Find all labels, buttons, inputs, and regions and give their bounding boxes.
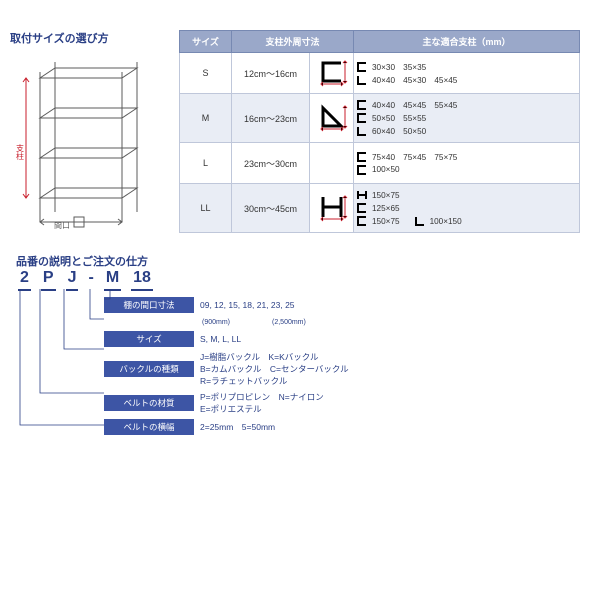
shelf-illustration: 支柱 間口 bbox=[10, 54, 155, 229]
code-digit: - bbox=[88, 269, 93, 291]
code-digit: 18 bbox=[131, 269, 153, 291]
code-label-text: P=ポリプロピレン N=ナイロン E=ポリエステル bbox=[200, 391, 324, 415]
cell-size: L bbox=[180, 143, 232, 184]
cell-size: S bbox=[180, 53, 232, 94]
cell-size: M bbox=[180, 94, 232, 143]
code-label-text: J=樹脂バックル K=Kバックル B=カムバックル C=センターバックル R=ラ… bbox=[200, 351, 349, 387]
th-size: サイズ bbox=[180, 31, 232, 53]
code-label-box: サイズ bbox=[104, 331, 194, 347]
code-label-box: バックルの種類 bbox=[104, 361, 194, 377]
cell-spec: 75×40 75×45 75×75100×50 bbox=[354, 143, 580, 184]
th-spec: 主な適合支柱（mm） bbox=[354, 31, 580, 53]
code-label-sub: (900mm) (2,500mm) bbox=[202, 317, 598, 327]
code-label-text: 09, 12, 15, 18, 21, 23, 25 bbox=[200, 300, 295, 310]
title-size-guide: 取付サイズの選び方 bbox=[10, 30, 165, 46]
cell-dim: 12cm〜16cm bbox=[232, 53, 310, 94]
table-row: LL30cm〜45cm 150×75125×65150×75100×150 bbox=[180, 184, 580, 233]
cell-dim: 23cm〜30cm bbox=[232, 143, 310, 184]
code-label-box: ベルトの横幅 bbox=[104, 419, 194, 435]
code-digit: 2 bbox=[18, 269, 31, 291]
code-label-box: 棚の間口寸法 bbox=[104, 297, 194, 313]
size-table-header: サイズ 支柱外周寸法 主な適合支柱（mm） bbox=[180, 31, 580, 53]
code-label-box: ベルトの材質 bbox=[104, 395, 194, 411]
th-dim: 支柱外周寸法 bbox=[232, 31, 354, 53]
shelf-label-width: 間口 bbox=[54, 221, 70, 229]
cell-icon bbox=[310, 143, 354, 184]
code-label-row: ベルトの材質 P=ポリプロピレン N=ナイロン E=ポリエステル bbox=[104, 391, 598, 415]
code-label-row: 棚の間口寸法 09, 12, 15, 18, 21, 23, 25 bbox=[104, 297, 598, 313]
code-digits: 2PJ-M 18 bbox=[18, 269, 153, 291]
shelf-label-height: 支柱 bbox=[16, 143, 25, 161]
code-label-row: サイズ S, M, L, LL bbox=[104, 331, 598, 347]
cell-dim: 16cm〜23cm bbox=[232, 94, 310, 143]
cell-icon bbox=[310, 53, 354, 94]
table-row: S12cm〜16cm 30×30 35×3540×40 45×30 45×45 bbox=[180, 53, 580, 94]
cell-spec: 40×40 45×45 55×4550×50 55×5560×40 50×50 bbox=[354, 94, 580, 143]
table-row: L23cm〜30cm 75×40 75×45 75×75100×50 bbox=[180, 143, 580, 184]
code-area: 2PJ-M 18 棚の間口寸法 09, 12, 15, 18, 21, 23, 25… bbox=[18, 269, 598, 439]
code-label-text: 2=25mm 5=50mm bbox=[200, 421, 275, 433]
code-label-row: バックルの種類 J=樹脂バックル K=Kバックル B=カムバックル C=センターバ… bbox=[104, 351, 598, 387]
table-row: M16cm〜23cm 40×40 45×45 55×4550×50 55×5560… bbox=[180, 94, 580, 143]
cell-icon bbox=[310, 184, 354, 233]
code-digit: J bbox=[66, 269, 79, 291]
code-label-row: ベルトの横幅 2=25mm 5=50mm bbox=[104, 419, 598, 435]
cell-dim: 30cm〜45cm bbox=[232, 184, 310, 233]
top-section: 取付サイズの選び方 bbox=[10, 30, 590, 233]
code-digit: P bbox=[41, 269, 56, 291]
code-label-text: S, M, L, LL bbox=[200, 334, 241, 344]
title-part-number: 品番の説明とご注文の仕方 bbox=[16, 256, 148, 268]
size-table: サイズ 支柱外周寸法 主な適合支柱（mm） S12cm〜16cm 30×30 35… bbox=[179, 30, 580, 233]
left-column: 取付サイズの選び方 bbox=[10, 30, 165, 231]
code-digit: M bbox=[104, 269, 121, 291]
labels-stack: 棚の間口寸法 09, 12, 15, 18, 21, 23, 25 (900mm) … bbox=[104, 297, 598, 435]
cell-size: LL bbox=[180, 184, 232, 233]
cell-spec: 150×75125×65150×75100×150 bbox=[354, 184, 580, 233]
cell-spec: 30×30 35×3540×40 45×30 45×45 bbox=[354, 53, 580, 94]
cell-icon bbox=[310, 94, 354, 143]
